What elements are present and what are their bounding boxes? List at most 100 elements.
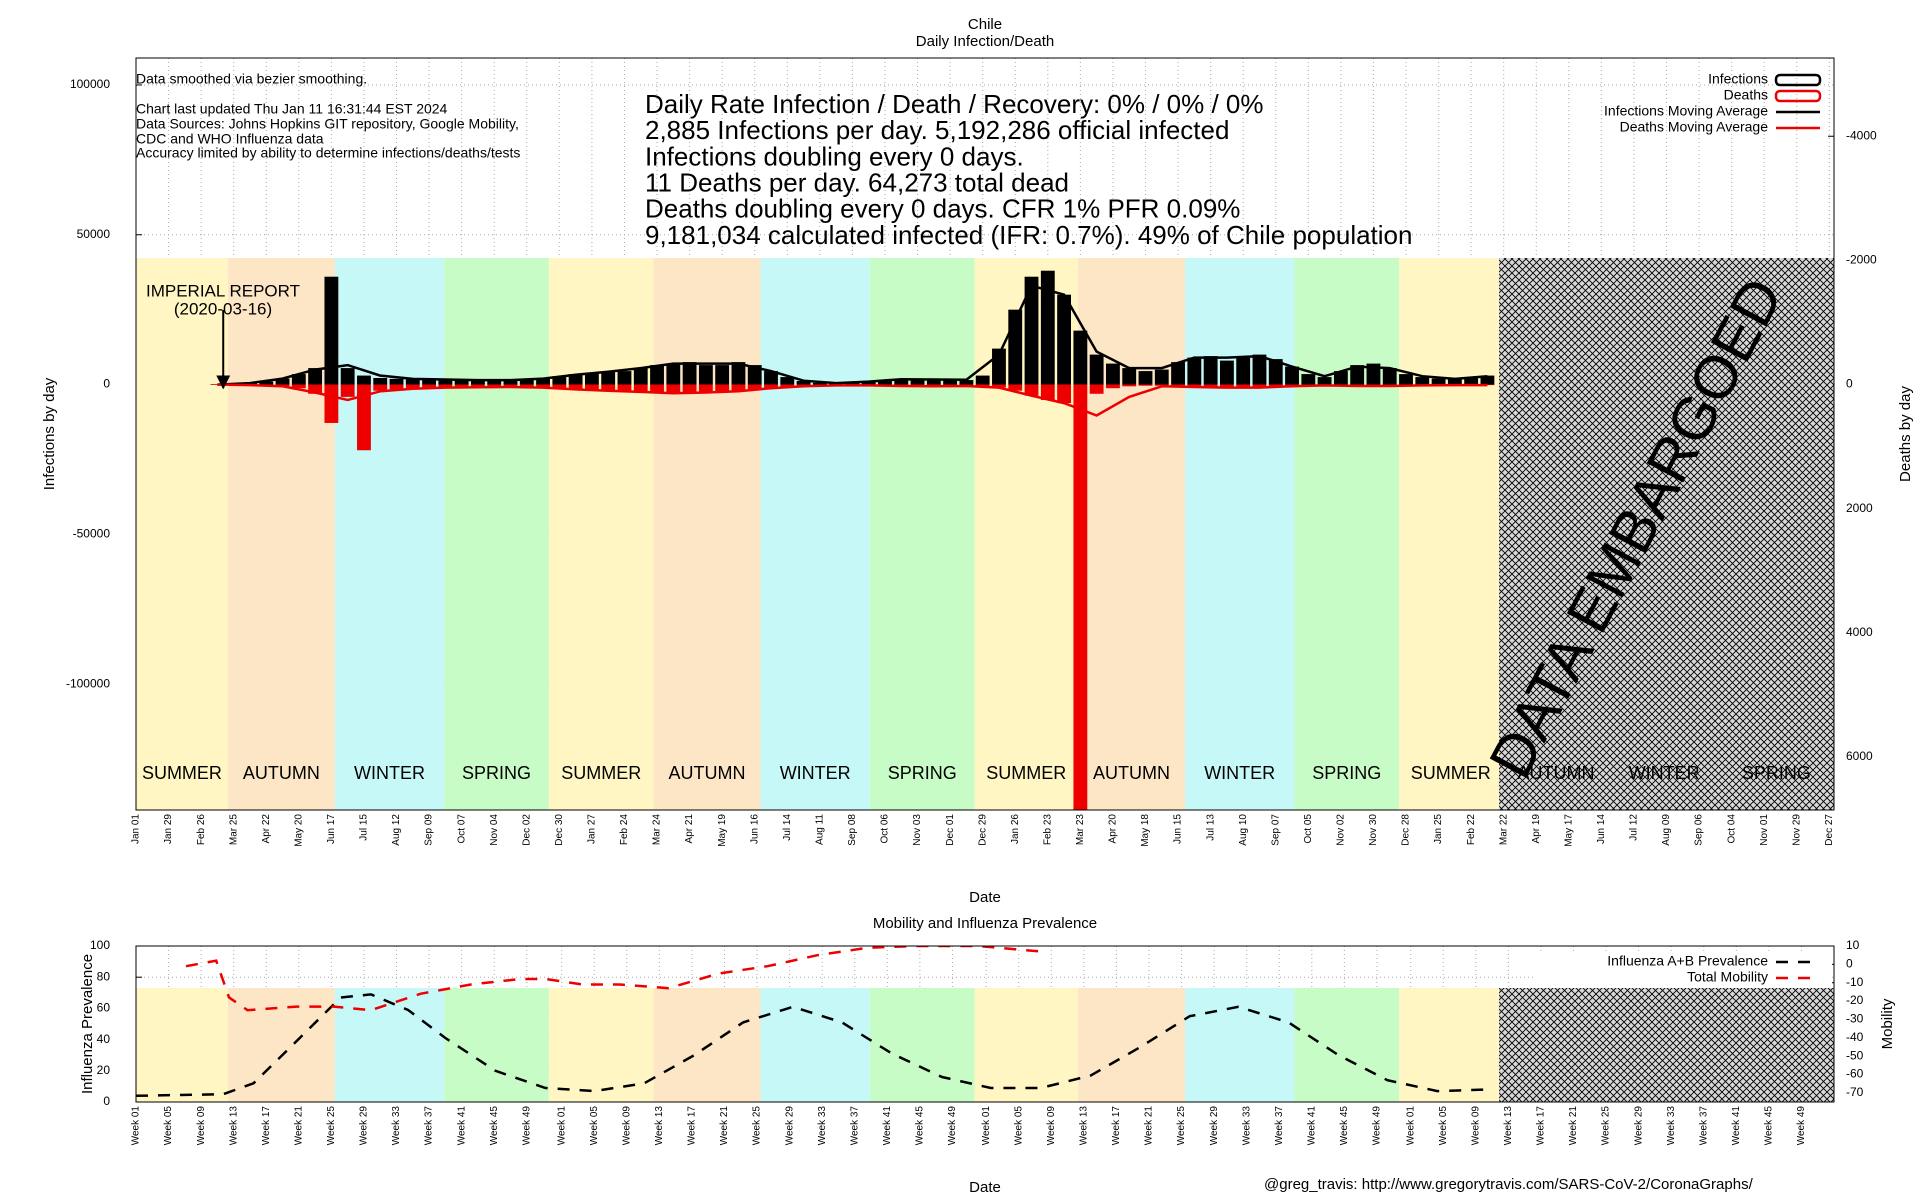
annotation-text: IMPERIAL REPORT xyxy=(146,281,300,300)
bar xyxy=(1057,384,1072,404)
bar xyxy=(1350,365,1365,385)
x-tick-label: Feb 24 xyxy=(619,814,630,846)
x-tick-label: Week 29 xyxy=(1633,1106,1644,1146)
x-tick-label: Mar 22 xyxy=(1498,814,1509,846)
x-tick-label: Week 49 xyxy=(1372,1106,1383,1146)
x-tick-label: Week 37 xyxy=(849,1106,860,1146)
x-tick-label: Week 09 xyxy=(1046,1106,1057,1146)
stats-text: Infections doubling every 0 days. xyxy=(645,141,1024,171)
x-tick-label: Jul 14 xyxy=(782,814,793,841)
x-tick-label: Sep 07 xyxy=(1270,814,1281,846)
plot-frame xyxy=(135,945,1835,1103)
bar xyxy=(1382,368,1397,385)
bar xyxy=(552,376,567,385)
season-band xyxy=(760,258,870,810)
bar xyxy=(1154,369,1169,385)
x-tick-label: Week 45 xyxy=(915,1106,926,1146)
legend-label: Total Mobility xyxy=(1687,969,1768,985)
bar xyxy=(308,368,323,385)
bar xyxy=(568,374,583,385)
bar xyxy=(1236,384,1251,388)
bar xyxy=(471,380,485,385)
x-tick-label: May 19 xyxy=(717,814,728,847)
bar xyxy=(601,371,616,385)
y2-axis-title: Mobility xyxy=(1879,998,1896,1049)
bar xyxy=(650,384,664,393)
season-band xyxy=(334,988,445,1102)
bar xyxy=(1073,384,1088,810)
season-label: WINTER xyxy=(780,763,851,783)
x-tick-label: Week 41 xyxy=(882,1106,893,1146)
note-text: Data Sources: Johns Hopkins GIT reposito… xyxy=(136,116,519,132)
bar xyxy=(878,380,892,385)
x-tick-label: Dec 27 xyxy=(1824,814,1835,846)
x-tick-label: Jun 16 xyxy=(749,814,760,844)
x-tick-label: Nov 04 xyxy=(489,814,500,846)
bar xyxy=(389,378,404,385)
y2-tick-label: 10 xyxy=(1846,938,1860,952)
x-tick-label: Feb 23 xyxy=(1042,814,1053,846)
bar xyxy=(975,384,990,387)
season-label: AUTUMN xyxy=(1093,763,1170,783)
bar xyxy=(1138,384,1153,386)
x-tick-label: Jan 01 xyxy=(131,814,142,844)
bar xyxy=(1366,363,1381,385)
legend-label: Influenza A+B Prevalence xyxy=(1607,953,1768,969)
x-tick-label: Week 05 xyxy=(163,1106,174,1146)
x-tick-label: Week 09 xyxy=(1470,1106,1481,1146)
bar xyxy=(422,379,436,385)
x-tick-label: Sep 06 xyxy=(1694,814,1705,846)
x-tick-label: Week 01 xyxy=(1405,1106,1416,1146)
chart-title: Mobility and Influenza Prevalence xyxy=(873,915,1097,932)
season-label: SPRING xyxy=(1312,763,1381,783)
y2-tick-label: 0 xyxy=(1846,957,1853,971)
x-tick-label: Week 41 xyxy=(1306,1106,1317,1146)
bar xyxy=(861,381,876,385)
bar xyxy=(926,379,941,385)
bar xyxy=(1024,276,1039,385)
bar xyxy=(1285,366,1299,385)
bar xyxy=(471,384,485,388)
stats-text: 9,181,034 calculated infected (IFR: 0.7%… xyxy=(645,220,1412,250)
bar xyxy=(959,380,974,385)
bar xyxy=(715,365,730,385)
season-label: SUMMER xyxy=(986,763,1066,783)
bar xyxy=(340,368,355,385)
bar xyxy=(1203,356,1218,385)
bar xyxy=(780,384,795,387)
x-tick-label: Week 33 xyxy=(1241,1106,1252,1146)
bar xyxy=(666,384,681,394)
x-tick-label: Mar 23 xyxy=(1075,814,1086,846)
bar xyxy=(519,379,534,385)
x-tick-label: May 18 xyxy=(1140,814,1151,847)
x-tick-label: Week 17 xyxy=(1536,1106,1547,1146)
season-band xyxy=(136,988,228,1102)
bar xyxy=(698,365,713,385)
x-tick-label: Apr 19 xyxy=(1531,814,1542,844)
x-tick-label: Jul 13 xyxy=(1205,814,1216,841)
x-tick-label: Week 25 xyxy=(1601,1106,1612,1146)
bar xyxy=(845,382,860,385)
y2-tick-label: -2000 xyxy=(1846,253,1877,267)
x-tick-label: Week 13 xyxy=(1503,1106,1514,1146)
y-tick-label: 40 xyxy=(97,1032,111,1046)
bar xyxy=(1236,357,1251,385)
season-label: AUTUMN xyxy=(669,763,746,783)
bar xyxy=(454,384,469,388)
x-tick-label: May 17 xyxy=(1563,814,1574,847)
y-tick-label: 20 xyxy=(97,1063,111,1077)
bar xyxy=(1480,384,1495,386)
bar xyxy=(308,384,323,394)
x-tick-label: Jul 12 xyxy=(1629,814,1640,841)
season-band xyxy=(1185,988,1295,1102)
x-tick-label: Week 21 xyxy=(293,1106,304,1146)
x-tick-label: Sep 09 xyxy=(424,814,435,846)
x-tick-label: Apr 22 xyxy=(261,814,272,844)
x-tick-label: Jun 15 xyxy=(1173,814,1184,844)
series-line xyxy=(217,284,1488,386)
x-tick-label: Jun 17 xyxy=(326,814,337,844)
note-text: Data smoothed via bezier smoothing. xyxy=(136,71,367,87)
bar xyxy=(1252,384,1267,388)
x-tick-label: Jan 25 xyxy=(1433,814,1444,844)
